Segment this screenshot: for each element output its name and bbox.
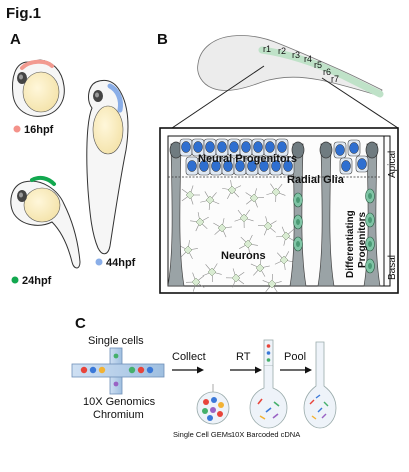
stage-label-16hpf: 16hpf (24, 124, 54, 136)
label-chromium: Chromium (93, 409, 144, 421)
neural-progenitor-cell (281, 156, 295, 176)
differentiating-progenitor-cell (293, 236, 303, 252)
neural-progenitor-cell (275, 138, 289, 157)
stage-label-44hpf: 44hpf (106, 257, 136, 269)
label-single-cell-gems: Single Cell GEMs (173, 430, 232, 439)
neural-progenitor-cell (339, 157, 353, 175)
neuron (181, 185, 200, 205)
differentiating-progenitor-cell (365, 212, 375, 228)
stage-dot-44hpf (95, 258, 103, 266)
step-collect: Collect (172, 351, 206, 363)
stage-dot-24hpf (11, 276, 19, 284)
larval-brain-outline (197, 35, 384, 98)
neural-progenitor-cell (191, 138, 205, 157)
neuron (245, 188, 265, 208)
neuron (262, 273, 282, 293)
label-basal: Basal (387, 255, 398, 280)
stage-label-24hpf: 24hpf (22, 275, 52, 287)
rhombomere-r1: r1 (263, 44, 271, 54)
neuron-layer (178, 180, 295, 293)
neural-progenitor-cell (233, 156, 247, 176)
neuron (225, 268, 245, 288)
label-10x-genomics: 10X Genomics (83, 396, 156, 408)
rhombomere-r6: r6 (323, 67, 331, 77)
panel-letter-a: A (10, 31, 21, 48)
figure-title: Fig.1 (6, 5, 41, 22)
neuron (178, 240, 198, 260)
label-differentiating: Differentiating (345, 210, 356, 278)
panel-letter-b: B (157, 31, 168, 48)
neuron (185, 272, 205, 292)
neuron (234, 209, 254, 229)
rhombomere-r7: r7 (331, 74, 339, 84)
neural-progenitor-cell (221, 156, 235, 176)
radial-glia-cell (167, 141, 185, 287)
rhombomere-labels: r1 r2 r3 r4 r5 r6 r7 (263, 44, 339, 84)
differentiating-progenitor-cell (365, 236, 375, 252)
pool-tube (303, 341, 337, 429)
embryo-16hpf (12, 59, 65, 117)
neuron (200, 191, 220, 210)
neural-progenitor-layer (179, 138, 369, 176)
zoom-line-right (321, 77, 399, 129)
label-apical: Apical (387, 151, 398, 178)
chromium-chip (71, 347, 165, 395)
neuron (222, 180, 242, 199)
neuron (239, 234, 258, 254)
neural-progenitor-cell (257, 156, 271, 176)
radial-glia-cell (317, 141, 335, 287)
neural-progenitor-cell (239, 138, 253, 157)
neuron (190, 212, 209, 232)
neuron (258, 216, 277, 236)
neural-progenitor-cell (263, 138, 277, 157)
label-barcoded-cdna: 10X Barcoded cDNA (231, 430, 300, 439)
neural-progenitor-cell (333, 141, 347, 159)
neural-progenitor-cell (203, 138, 217, 157)
differentiating-progenitor-cell (365, 258, 375, 274)
neuron (250, 258, 270, 277)
neural-progenitor-cell (179, 138, 193, 157)
rhombomere-r5: r5 (314, 60, 322, 70)
neuron (213, 218, 232, 238)
arrow-rt-head (255, 366, 262, 374)
differentiating-progenitor-layer (293, 188, 375, 274)
step-pool: Pool (284, 351, 306, 363)
stage-dot-16hpf (13, 125, 21, 133)
zoom-line-left (171, 65, 265, 129)
embryo-24hpf (10, 175, 81, 269)
rhombomere-r4: r4 (304, 54, 312, 64)
differentiating-progenitor-cell (293, 192, 303, 208)
neural-progenitor-cell (185, 156, 199, 176)
differentiating-progenitor-cell (293, 214, 303, 230)
label-neurons: Neurons (221, 250, 266, 262)
neural-progenitor-cell (347, 139, 361, 157)
rhombomere-r2: r2 (278, 46, 286, 56)
differentiating-progenitor-cell (365, 188, 375, 204)
neuron (274, 251, 294, 270)
label-single-cells: Single cells (88, 335, 144, 347)
arrow-collect-head (197, 366, 204, 374)
neuron (276, 226, 295, 246)
label-neural-progenitors: Neural Progenitors (198, 153, 297, 165)
label-radial-glia: Radial Glia (287, 174, 345, 186)
gems-droplet (196, 384, 230, 425)
neural-progenitor-cell (355, 155, 369, 173)
label-progenitors: Progenitors (357, 211, 368, 268)
embryo-44hpf (86, 79, 129, 255)
panel-letter-c: C (75, 315, 86, 332)
arrow-pool-head (305, 366, 312, 374)
step-rt: RT (236, 351, 251, 363)
rt-tube (249, 339, 288, 429)
rhombomere-r3: r3 (292, 50, 300, 60)
neuron (202, 263, 222, 282)
neuron (266, 183, 286, 203)
neural-progenitor-cell (245, 156, 259, 176)
